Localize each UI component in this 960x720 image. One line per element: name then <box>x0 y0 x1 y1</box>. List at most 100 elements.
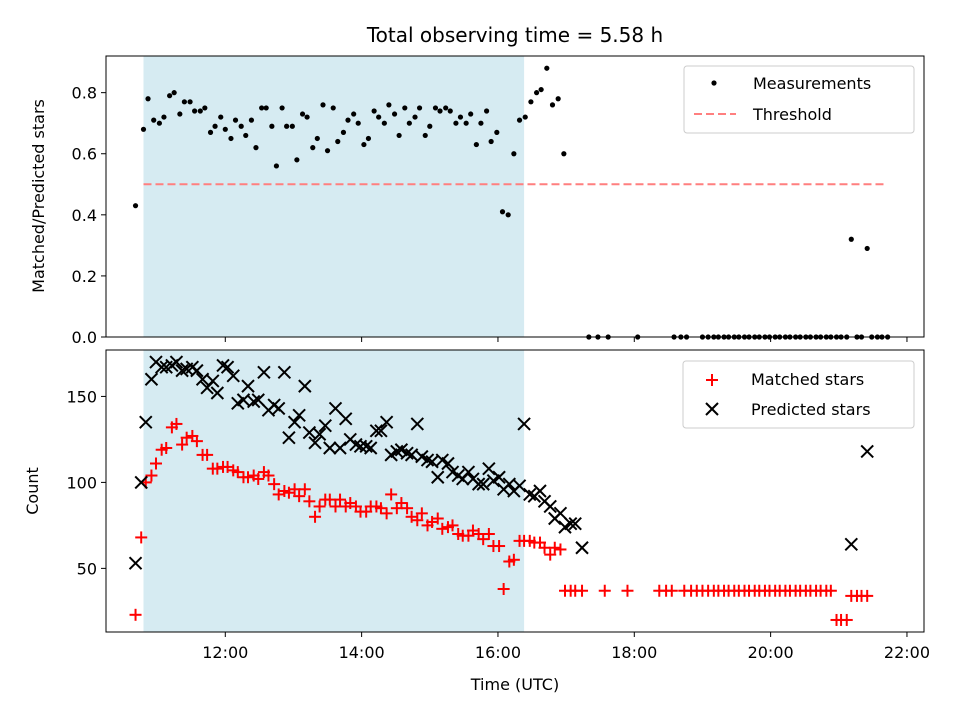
measurement-point <box>416 105 423 111</box>
matched-star-point <box>268 478 281 491</box>
measurement-point <box>533 90 540 96</box>
matched-star-point <box>598 584 611 597</box>
matched-star-point <box>401 502 414 515</box>
predicted-star-point <box>482 461 496 476</box>
ratio-x-ticks <box>224 337 908 342</box>
measurement-point <box>432 105 439 111</box>
predicted-star-point <box>410 417 425 431</box>
measurement-point <box>437 108 443 114</box>
predicted-star-point <box>271 401 286 416</box>
predicted-star-point <box>282 430 296 445</box>
time-x-tick-label: 20:00 <box>748 643 794 662</box>
time-x-tick-label: 18:00 <box>611 643 657 662</box>
measurement-point <box>511 151 517 157</box>
measurement-point <box>232 117 239 123</box>
measurement-point <box>248 117 255 123</box>
measurement-point <box>361 141 367 148</box>
predicted-star-point <box>400 446 414 460</box>
matched-star-point <box>554 543 567 556</box>
ratio-legend-box <box>683 65 915 134</box>
measurement-point <box>355 120 361 126</box>
predicted-star-point <box>298 379 312 393</box>
matched-star-point <box>477 533 490 546</box>
predicted-star-point <box>251 393 265 407</box>
measurement-point <box>453 120 459 126</box>
matched-star-point <box>576 584 589 597</box>
predicted-star-point <box>533 484 547 498</box>
predicted-star-point <box>563 516 578 531</box>
matched-star-point <box>840 613 853 626</box>
matched-star-point <box>334 493 347 506</box>
matched-star-point <box>621 584 634 597</box>
measurement-point <box>243 132 249 139</box>
matched-star-point <box>385 488 398 501</box>
time-x-tick-label: 12:00 <box>202 643 248 662</box>
matched-star-point <box>544 548 557 561</box>
measurement-point <box>279 105 285 111</box>
measurement-point <box>386 102 392 108</box>
predicted-star-point <box>517 417 531 431</box>
measurement-point <box>538 86 544 93</box>
measurement-point <box>478 120 484 126</box>
time-x-tick-label: 14:00 <box>339 643 385 662</box>
ratio-legend: Measurements Threshold <box>683 65 915 134</box>
measurement-point <box>218 114 224 120</box>
matched-star-point <box>211 462 224 475</box>
measurement-point <box>263 105 269 111</box>
matched-star-point <box>176 438 189 451</box>
measurement-point <box>269 123 275 129</box>
predicted-star-point <box>374 424 388 438</box>
matched-star-point <box>201 448 214 461</box>
chart-title: Total observing time = 5.58 h <box>366 23 663 47</box>
ratio-y-tick-label: 0.2 <box>72 267 97 286</box>
predicted-star-point <box>144 372 159 386</box>
legend-matched-marker <box>706 374 718 386</box>
predicted-star-point <box>206 374 220 388</box>
matched-star-point <box>170 417 183 430</box>
predicted-star-point <box>568 516 582 531</box>
measurement-point <box>171 90 177 96</box>
matched-star-point <box>313 500 326 513</box>
predicted-star-point <box>134 475 148 490</box>
predicted-star-point <box>553 506 568 521</box>
measurement-point <box>167 93 173 99</box>
matched-star-point <box>824 584 837 597</box>
measurement-point <box>161 114 167 120</box>
measurement-point <box>505 212 511 218</box>
measurement-point <box>351 111 357 117</box>
measurement-point <box>314 135 320 142</box>
measurement-point <box>284 123 290 129</box>
matched-star-point <box>298 483 311 496</box>
measurement-point <box>406 120 412 126</box>
measurement-point <box>544 65 550 71</box>
measurement-point <box>197 108 203 114</box>
count-y-tick-label: 150 <box>66 387 97 406</box>
predicted-star-point <box>431 470 445 484</box>
ratio-panel: 0.0 0.2 0.4 0.6 0.8 Total observing time = 5… <box>29 23 925 347</box>
matched-star-point <box>415 507 428 520</box>
time-x-axis: 12:00 14:00 16:00 18:00 20:00 22:00 <box>202 632 930 662</box>
ratio-y-axis: 0.0 0.2 0.4 0.6 0.8 <box>72 84 106 347</box>
measurement-point <box>132 203 139 209</box>
measurement-point <box>522 114 528 120</box>
measurement-point <box>222 126 228 132</box>
matched-star-point <box>293 490 306 503</box>
matched-star-point <box>323 493 336 506</box>
predicted-star-point <box>369 424 384 438</box>
matched-star-point <box>145 469 158 482</box>
count-legend: Matched stars Predicted stars <box>682 360 915 429</box>
matched-star-point <box>262 469 275 482</box>
measurement-point <box>864 245 870 252</box>
measurement-point <box>192 108 198 114</box>
predicted-star-point <box>292 408 306 423</box>
measurement-point <box>294 157 300 163</box>
measurement-point <box>177 111 183 117</box>
measurement-point <box>340 129 347 135</box>
measurement-point <box>396 132 402 139</box>
predicted-star-point <box>441 456 455 471</box>
measurement-point <box>447 108 453 114</box>
predicted-star-point <box>844 537 858 552</box>
time-x-axis-label: Time (UTC) <box>470 675 559 694</box>
time-x-tick-label: 22:00 <box>884 643 930 662</box>
